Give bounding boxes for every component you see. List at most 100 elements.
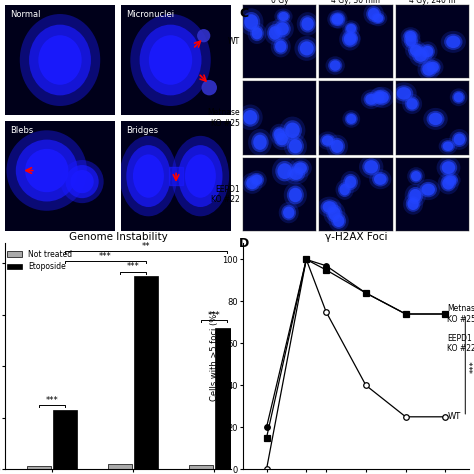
Ellipse shape (329, 10, 347, 29)
Title: 4 Gy, 30 min: 4 Gy, 30 min (331, 0, 381, 5)
Ellipse shape (298, 39, 316, 57)
Ellipse shape (419, 182, 437, 197)
Ellipse shape (139, 25, 201, 95)
Ellipse shape (274, 128, 285, 140)
Ellipse shape (375, 91, 389, 103)
Ellipse shape (322, 136, 334, 146)
Ellipse shape (331, 140, 343, 153)
Ellipse shape (334, 14, 344, 25)
Text: WT: WT (447, 412, 461, 421)
Ellipse shape (373, 14, 383, 23)
Ellipse shape (454, 92, 464, 102)
Ellipse shape (408, 43, 424, 58)
Ellipse shape (272, 157, 297, 185)
Text: Micronuclei: Micronuclei (127, 10, 174, 19)
Text: ***: *** (470, 360, 474, 373)
Ellipse shape (294, 162, 307, 174)
Ellipse shape (282, 205, 296, 220)
Text: ***: *** (127, 262, 139, 271)
Text: ***: *** (99, 252, 111, 261)
Ellipse shape (250, 26, 264, 41)
Ellipse shape (276, 22, 289, 36)
Ellipse shape (289, 188, 302, 202)
Ellipse shape (342, 31, 358, 47)
Ellipse shape (330, 60, 341, 71)
Ellipse shape (405, 40, 427, 60)
Ellipse shape (427, 62, 439, 73)
Ellipse shape (370, 87, 394, 108)
Bar (134, 276, 158, 469)
Ellipse shape (7, 130, 87, 211)
Ellipse shape (289, 139, 302, 153)
Ellipse shape (371, 12, 385, 24)
Ellipse shape (405, 184, 426, 208)
Text: Normal: Normal (10, 10, 41, 19)
Ellipse shape (292, 161, 309, 175)
Bar (108, 464, 132, 469)
Ellipse shape (71, 170, 94, 193)
Y-axis label: WT: WT (228, 37, 240, 46)
Ellipse shape (394, 85, 413, 101)
Ellipse shape (318, 131, 338, 150)
Ellipse shape (373, 90, 391, 105)
Text: Bridges: Bridges (127, 127, 158, 136)
Ellipse shape (264, 21, 286, 45)
Ellipse shape (149, 35, 192, 85)
Ellipse shape (245, 175, 260, 191)
Ellipse shape (16, 139, 78, 201)
Ellipse shape (407, 167, 425, 185)
Ellipse shape (328, 207, 341, 220)
Ellipse shape (438, 138, 457, 155)
Ellipse shape (401, 30, 420, 51)
Ellipse shape (438, 173, 459, 194)
Ellipse shape (441, 172, 461, 188)
Ellipse shape (342, 20, 360, 37)
Ellipse shape (332, 12, 345, 26)
Ellipse shape (443, 142, 454, 151)
Ellipse shape (252, 27, 262, 39)
Ellipse shape (441, 140, 455, 152)
Ellipse shape (346, 33, 356, 43)
Ellipse shape (328, 59, 342, 72)
Ellipse shape (178, 145, 222, 207)
Ellipse shape (250, 173, 264, 186)
Ellipse shape (287, 186, 304, 204)
Ellipse shape (289, 158, 312, 178)
Ellipse shape (409, 44, 432, 67)
Ellipse shape (284, 164, 309, 184)
Ellipse shape (344, 33, 356, 46)
Ellipse shape (369, 10, 387, 26)
Ellipse shape (326, 135, 348, 158)
Ellipse shape (284, 134, 307, 159)
Ellipse shape (342, 29, 361, 46)
Bar (190, 465, 213, 469)
Ellipse shape (279, 202, 299, 223)
Ellipse shape (120, 136, 177, 216)
Ellipse shape (277, 163, 292, 179)
Ellipse shape (329, 138, 345, 155)
Ellipse shape (403, 29, 418, 42)
Ellipse shape (444, 174, 458, 186)
Ellipse shape (442, 177, 454, 190)
Ellipse shape (274, 9, 292, 25)
Ellipse shape (172, 136, 229, 216)
Text: ***: *** (208, 311, 220, 320)
Ellipse shape (411, 171, 421, 182)
Ellipse shape (343, 174, 358, 190)
Ellipse shape (248, 129, 272, 156)
Ellipse shape (450, 88, 467, 106)
Ellipse shape (428, 113, 442, 125)
Ellipse shape (359, 155, 383, 179)
Ellipse shape (253, 135, 267, 150)
Ellipse shape (320, 200, 338, 215)
Ellipse shape (275, 161, 294, 182)
Ellipse shape (339, 28, 361, 51)
Ellipse shape (29, 25, 91, 95)
Text: EEPD1
KO #22: EEPD1 KO #22 (447, 334, 474, 353)
Ellipse shape (301, 17, 314, 31)
Ellipse shape (408, 198, 419, 210)
Ellipse shape (287, 166, 305, 182)
Ellipse shape (247, 23, 266, 44)
Ellipse shape (420, 61, 437, 78)
Ellipse shape (283, 207, 294, 219)
